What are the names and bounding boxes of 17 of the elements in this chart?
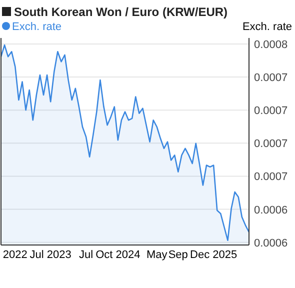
chart-title: South Korean Won / Euro (KRW/EUR) xyxy=(14,5,228,19)
y-tick-label: 0.0007 xyxy=(254,72,288,84)
x-tick-label: Jul xyxy=(78,249,94,261)
x-tick-label: May xyxy=(146,249,168,261)
y-tick-label: 0.0006 xyxy=(254,204,288,216)
y-axis-title: Exch. rate xyxy=(242,21,292,33)
legend-label: Exch. rate xyxy=(12,21,62,33)
x-tick-label: 2022 xyxy=(2,249,28,261)
y-tick-label: 0.0006 xyxy=(254,237,288,250)
x-tick-label: Oct 2024 xyxy=(96,249,140,261)
y-tick-label: 0.0007 xyxy=(254,105,288,118)
y-tick-label: 0.0008 xyxy=(254,38,288,51)
x-tick-label: Sep xyxy=(168,249,188,261)
x-tick-label: Dec 2025 xyxy=(190,249,238,261)
y-tick-label: 0.0007 xyxy=(254,171,288,184)
y-tick-label: 0.0007 xyxy=(254,138,288,150)
x-tick-label: Jul 2023 xyxy=(30,249,72,261)
